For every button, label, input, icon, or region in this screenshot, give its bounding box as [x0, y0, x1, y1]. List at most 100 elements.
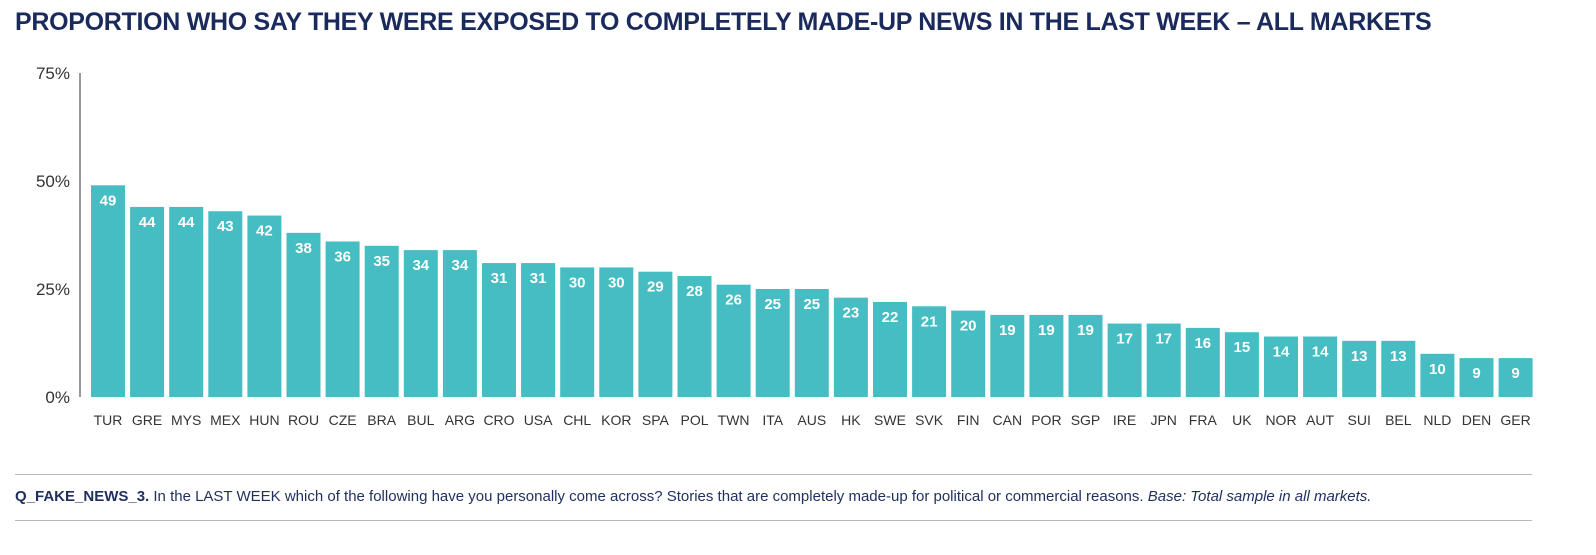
bar-value-label: 31 [491, 270, 508, 287]
bar-value-label: 26 [725, 292, 742, 309]
x-tick-label: CZE [329, 412, 357, 428]
bar-ita [755, 289, 790, 397]
bar-chart: 0% 25% 50% 75% 49 44 44 43 42 38 36 35 34 34 31 31 30 30… [36, 64, 1533, 428]
x-tick-label: NOR [1265, 412, 1296, 428]
divider-top [15, 474, 1532, 475]
bar-bul [403, 250, 438, 397]
x-axis: TUR GRE MYS MEX HUN ROU CZE BRA BUL ARG CRO USA CHL K… [94, 412, 1531, 428]
bar-value-label: 49 [100, 192, 117, 209]
x-tick-label: HK [841, 412, 861, 428]
bar-spa [638, 271, 673, 397]
bar-value-label: 34 [452, 257, 469, 274]
x-tick-label: USA [524, 412, 553, 428]
x-tick-label: NLD [1423, 412, 1451, 428]
x-tick-label: GER [1500, 412, 1530, 428]
bar-value-label: 9 [1511, 365, 1519, 382]
x-tick-label: CAN [993, 412, 1023, 428]
bar-sgp [1068, 314, 1103, 397]
bar-value-label: 28 [686, 283, 703, 300]
bar-value-label: 44 [178, 214, 195, 231]
bar-value-label: 30 [569, 274, 586, 291]
bar-ire [1107, 323, 1142, 397]
bar-fra [1185, 327, 1220, 397]
page-title: PROPORTION WHO SAY THEY WERE EXPOSED TO … [15, 8, 1432, 36]
bar-value-label: 15 [1234, 339, 1251, 356]
bar-value-label: 36 [334, 248, 351, 265]
bar-ger [1498, 358, 1533, 397]
bar-value-label: 22 [882, 309, 899, 326]
x-tick-label: SPA [642, 412, 670, 428]
footnote: Q_FAKE_NEWS_3. In the LAST WEEK which of… [15, 488, 1371, 505]
bar-value-label: 9 [1472, 365, 1480, 382]
bar-value-label: 21 [921, 313, 938, 330]
bar-chl [560, 267, 595, 397]
bar-uk [1224, 332, 1259, 397]
bar-bel [1381, 340, 1416, 397]
x-tick-label: KOR [601, 412, 631, 428]
x-tick-label: HUN [249, 412, 279, 428]
footnote-base: Base: Total sample in all markets. [1147, 488, 1372, 505]
bar-mys [169, 206, 204, 397]
bar-hun [247, 215, 282, 397]
bar-value-label: 16 [1194, 335, 1211, 352]
bar-arg [442, 250, 477, 397]
bar-value-label: 23 [843, 305, 860, 322]
bar-value-label: 13 [1351, 348, 1368, 365]
x-tick-label: SGP [1071, 412, 1101, 428]
bar-sui [1342, 340, 1377, 397]
bar-value-label: 14 [1312, 344, 1329, 361]
bar-value-label: 19 [1077, 322, 1094, 339]
bar-value-label: 25 [803, 296, 820, 313]
bar-value-label: 17 [1155, 331, 1172, 348]
bar-value-label: 10 [1429, 361, 1446, 378]
bar-cze [325, 241, 360, 397]
x-tick-label: CHL [563, 412, 591, 428]
bar-value-label: 43 [217, 218, 234, 235]
y-tick-label: 50% [36, 172, 70, 191]
bar-value-label: 42 [256, 223, 273, 240]
x-tick-label: SVK [915, 412, 944, 428]
bar-value-label: 38 [295, 240, 312, 257]
bar-value-label: 44 [139, 214, 156, 231]
bar-value-label: 29 [647, 279, 664, 296]
bar-aut [1303, 336, 1338, 397]
bar-usa [521, 263, 556, 397]
footnote-question: In the LAST WEEK which of the following … [149, 488, 1148, 505]
x-tick-label: UK [1232, 412, 1252, 428]
bar-cro [482, 263, 516, 397]
x-tick-label: FRA [1189, 412, 1218, 428]
x-tick-label: IRE [1113, 412, 1136, 428]
x-tick-label: BRA [367, 412, 396, 428]
x-tick-label: MEX [210, 412, 241, 428]
footnote-code: Q_FAKE_NEWS_3. [15, 488, 150, 505]
y-tick-label: 0% [45, 388, 70, 407]
x-tick-label: ITA [762, 412, 783, 428]
x-tick-label: SUI [1348, 412, 1371, 428]
bar-value-label: 34 [412, 257, 429, 274]
bar-value-label: 19 [1038, 322, 1055, 339]
bar-bra [364, 245, 399, 397]
x-tick-label: BEL [1385, 412, 1412, 428]
x-tick-label: TUR [94, 412, 123, 428]
bar-can [990, 314, 1025, 397]
bar-den [1459, 358, 1494, 397]
bar-value-label: 19 [999, 322, 1016, 339]
bar-aus [794, 289, 829, 397]
y-axis: 0% 25% 50% 75% [36, 64, 81, 407]
bar-swe [873, 301, 907, 397]
x-tick-label: CRO [483, 412, 514, 428]
divider-bottom [15, 520, 1532, 521]
bar-twn [716, 284, 751, 397]
bar-kor [599, 267, 634, 397]
x-tick-label: FIN [957, 412, 980, 428]
x-tick-label: GRE [132, 412, 162, 428]
bar-value-label: 14 [1273, 344, 1290, 361]
x-tick-label: AUT [1306, 412, 1334, 428]
bar-value-label: 25 [764, 296, 781, 313]
bars: 49 44 44 43 42 38 36 35 34 34 31 31 30 30 29 28 26 25 25 23… [91, 185, 1533, 397]
x-tick-label: ROU [288, 412, 319, 428]
bar-por [1029, 314, 1064, 397]
bar-value-label: 17 [1116, 331, 1133, 348]
bar-value-label: 20 [960, 318, 977, 335]
y-tick-label: 75% [36, 64, 70, 83]
